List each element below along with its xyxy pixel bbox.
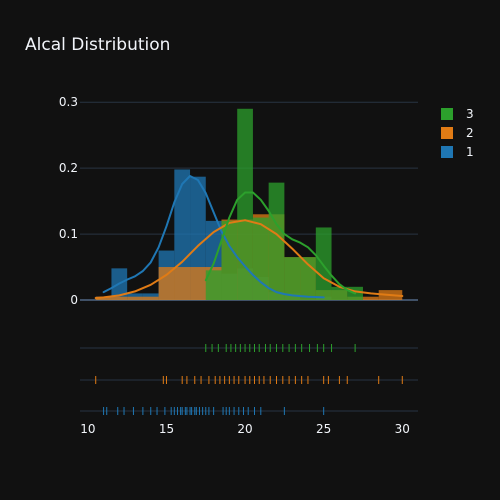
- kde-curve-series-3: [204, 191, 357, 295]
- y-tick-label: 0.1: [59, 227, 78, 241]
- y-tick-label: 0: [70, 293, 78, 307]
- x-tick-label: 15: [159, 422, 174, 436]
- histogram-bar-series-3: [268, 182, 285, 300]
- legend-item-1[interactable]: 1: [441, 145, 474, 159]
- x-tick-label: 20: [237, 422, 252, 436]
- x-tick-label: 10: [80, 422, 95, 436]
- histogram-bar-series-3: [315, 227, 332, 300]
- histogram-bar-series-3: [205, 270, 222, 300]
- kde-layer: [94, 175, 404, 299]
- histogram-bar-series-3: [331, 286, 348, 300]
- histogram-bar-series-3: [237, 108, 253, 300]
- legend-swatch: [441, 146, 453, 158]
- legend-label: 1: [466, 145, 474, 159]
- y-tick-label: 0.2: [59, 161, 78, 175]
- y-tick-label: 0.3: [59, 95, 78, 109]
- histogram-bar-series-2: [95, 296, 128, 300]
- legend[interactable]: 3 2 1: [441, 107, 474, 159]
- axis-layer: 0 0.1 0.2 0.3 10 15 20 25 30: [59, 95, 410, 436]
- x-tick-label: 30: [395, 422, 410, 436]
- kde-curve-series-1: [102, 175, 325, 299]
- legend-label: 2: [466, 126, 474, 140]
- histogram-bar-series-3: [252, 217, 269, 300]
- legend-item-2[interactable]: 2: [441, 126, 474, 140]
- histogram-bar-series-2: [158, 267, 191, 300]
- legend-item-3[interactable]: 3: [441, 107, 474, 121]
- legend-label: 3: [466, 107, 474, 121]
- histogram-bar-series-3: [284, 257, 301, 300]
- rug-layer: [95, 344, 403, 415]
- histogram-bar-series-2: [127, 296, 159, 300]
- legend-swatch: [441, 108, 453, 120]
- legend-swatch: [441, 127, 453, 139]
- x-tick-label: 25: [316, 422, 331, 436]
- kde-curve-series-2: [94, 219, 404, 299]
- chart-title: Alcal Distribution: [25, 35, 170, 55]
